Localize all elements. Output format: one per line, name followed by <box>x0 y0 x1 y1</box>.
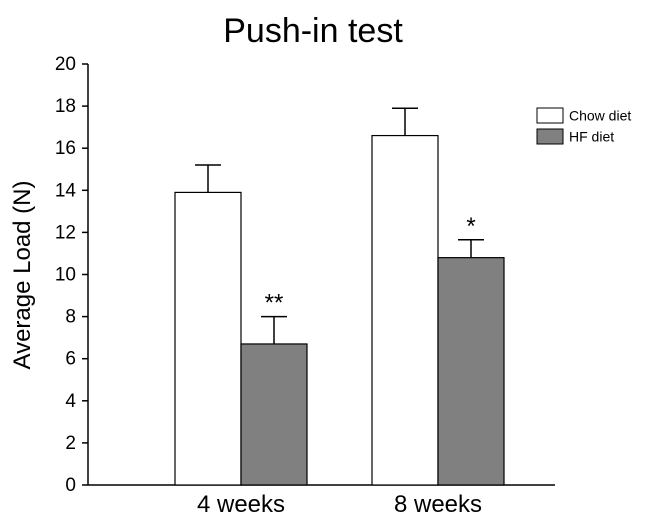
y-tick-label: 10 <box>55 265 76 286</box>
legend-label: HF diet <box>569 129 614 145</box>
x-tick-label: 4 weeks <box>197 491 285 517</box>
y-tick-label: 18 <box>55 96 76 117</box>
y-tick-label: 20 <box>55 54 76 75</box>
significance-marker: ** <box>265 290 284 317</box>
chart-title: Push-in test <box>223 12 403 50</box>
bar <box>438 258 504 485</box>
y-tick-label: 8 <box>65 307 76 328</box>
bars: *** <box>175 108 504 485</box>
y-tick-label: 0 <box>65 475 76 496</box>
bar <box>241 344 307 485</box>
y-tick-label: 12 <box>55 222 76 243</box>
y-tick-label: 14 <box>55 180 77 201</box>
significance-marker: * <box>466 213 475 240</box>
y-tick-label: 16 <box>55 138 76 159</box>
y-axis-label: Average Load (N) <box>9 181 36 370</box>
x-tick-label: 8 weeks <box>394 491 482 517</box>
legend-swatch <box>537 108 563 123</box>
legend-swatch <box>537 129 563 144</box>
legend: Chow diet HF diet <box>537 108 631 145</box>
y-tick-label: 2 <box>65 433 76 454</box>
bar <box>372 136 438 485</box>
legend-label: Chow diet <box>569 108 631 124</box>
bar <box>175 192 241 485</box>
y-tick-label: 4 <box>65 391 76 412</box>
y-tick-label: 6 <box>65 349 76 370</box>
